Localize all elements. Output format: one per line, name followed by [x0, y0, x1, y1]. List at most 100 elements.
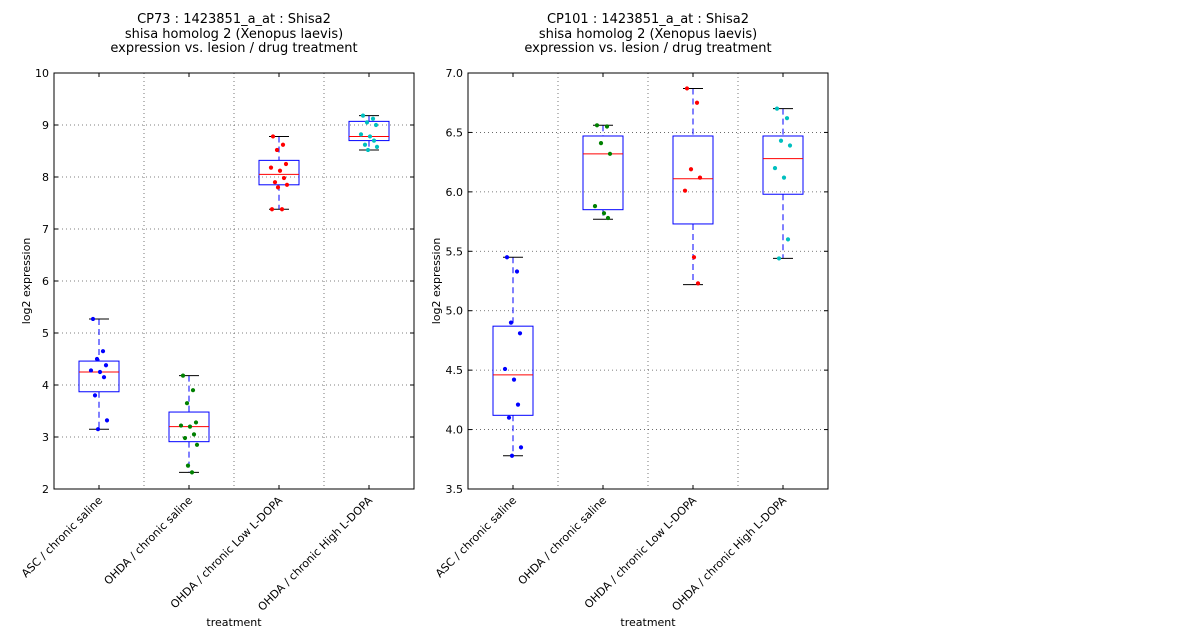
data-point: [185, 463, 191, 468]
data-point: [189, 470, 195, 475]
y-tick-label: 3: [42, 431, 49, 444]
data-point: [280, 142, 286, 147]
data-point: [374, 144, 380, 149]
data-point: [776, 256, 782, 261]
panel-1-y-axis-label: log2 expression: [20, 238, 33, 325]
data-point: [90, 316, 96, 322]
data-point: [772, 165, 778, 171]
data-point: [774, 106, 780, 111]
data-point: [509, 453, 515, 458]
data-point: [360, 113, 366, 118]
data-point: [97, 369, 103, 375]
box-iqr: [348, 120, 390, 142]
data-point: [504, 255, 510, 260]
box-group: [78, 316, 120, 432]
data-point: [695, 281, 701, 286]
data-point: [594, 123, 600, 128]
panel-2-title-line-1: CP101 : 1423851_a_at : Shisa2: [547, 12, 749, 27]
data-point: [178, 423, 184, 428]
box-group: [762, 106, 804, 261]
box-group: [492, 255, 534, 458]
box-group: [582, 123, 624, 221]
data-point: [370, 116, 376, 121]
data-point: [502, 366, 508, 372]
y-tick-label: 8: [42, 171, 49, 184]
data-point: [281, 175, 287, 181]
data-point: [104, 418, 110, 423]
box-group: [168, 373, 210, 475]
data-point: [365, 147, 371, 153]
data-point: [364, 120, 370, 125]
data-point: [515, 402, 521, 407]
y-tick-label: 4.0: [446, 424, 464, 437]
data-point: [373, 122, 379, 128]
data-point: [190, 388, 196, 393]
data-point: [781, 175, 787, 180]
panel-1-title-line-3: expression vs. lesion / drug treatment: [110, 41, 357, 56]
data-point: [785, 237, 791, 242]
box-iqr: [258, 159, 300, 186]
data-point: [94, 356, 100, 362]
data-point: [517, 331, 523, 336]
y-tick-label: 3.5: [446, 483, 464, 496]
panel-2-y-axis-label: log2 expression: [430, 238, 443, 325]
panel-2-x-axis-label: treatment: [620, 616, 676, 629]
data-point: [605, 215, 611, 221]
data-point: [371, 138, 377, 143]
data-point: [270, 134, 276, 139]
data-point: [514, 269, 520, 274]
panel-1-title-line-2: shisa homolog 2 (Xenopus laevis): [125, 27, 343, 42]
box-group: [348, 113, 390, 153]
data-point: [182, 435, 188, 441]
data-point: [508, 320, 514, 325]
y-tick-label: 6: [42, 275, 49, 288]
data-point: [682, 188, 688, 193]
panel-1-title-line-1: CP73 : 1423851_a_at : Shisa2: [137, 12, 331, 27]
data-point: [101, 375, 107, 380]
data-point: [684, 86, 690, 91]
box-iqr: [582, 135, 624, 211]
y-tick-label: 6.0: [446, 186, 464, 199]
plot-frame: [467, 72, 829, 490]
y-tick-label: 7: [42, 223, 49, 236]
panel-2-title-line-2: shisa homolog 2 (Xenopus laevis): [539, 27, 757, 42]
data-point: [518, 445, 524, 450]
data-point: [694, 100, 700, 105]
data-point: [592, 204, 598, 209]
data-point: [787, 143, 793, 148]
y-tick-label: 2: [42, 483, 49, 496]
y-tick-label: 4.5: [446, 364, 464, 377]
y-tick-label: 5.0: [446, 305, 464, 318]
box-iqr: [672, 135, 714, 225]
data-point: [601, 211, 607, 216]
y-tick-label: 6.5: [446, 126, 464, 139]
data-point: [100, 349, 106, 354]
y-tick-label: 5: [42, 327, 49, 340]
data-point: [193, 420, 199, 425]
data-point: [604, 124, 610, 129]
data-point: [784, 116, 790, 121]
data-point: [187, 424, 193, 429]
data-point: [272, 180, 278, 185]
data-point: [274, 147, 280, 153]
data-point: [180, 373, 186, 378]
data-point: [778, 138, 784, 143]
box-iqr: [762, 135, 804, 195]
data-point: [103, 363, 109, 368]
data-point: [607, 151, 613, 156]
data-point: [194, 442, 200, 447]
data-point: [598, 141, 604, 146]
box-group: [672, 86, 714, 286]
data-point: [184, 401, 190, 406]
y-tick-label: 9: [42, 119, 49, 132]
box-iqr: [492, 325, 534, 416]
data-point: [688, 167, 694, 172]
data-point: [275, 185, 281, 190]
data-point: [511, 377, 517, 382]
data-point: [269, 207, 275, 212]
y-tick-label: 7.0: [446, 67, 464, 80]
data-point: [358, 132, 364, 137]
data-point: [697, 175, 703, 180]
